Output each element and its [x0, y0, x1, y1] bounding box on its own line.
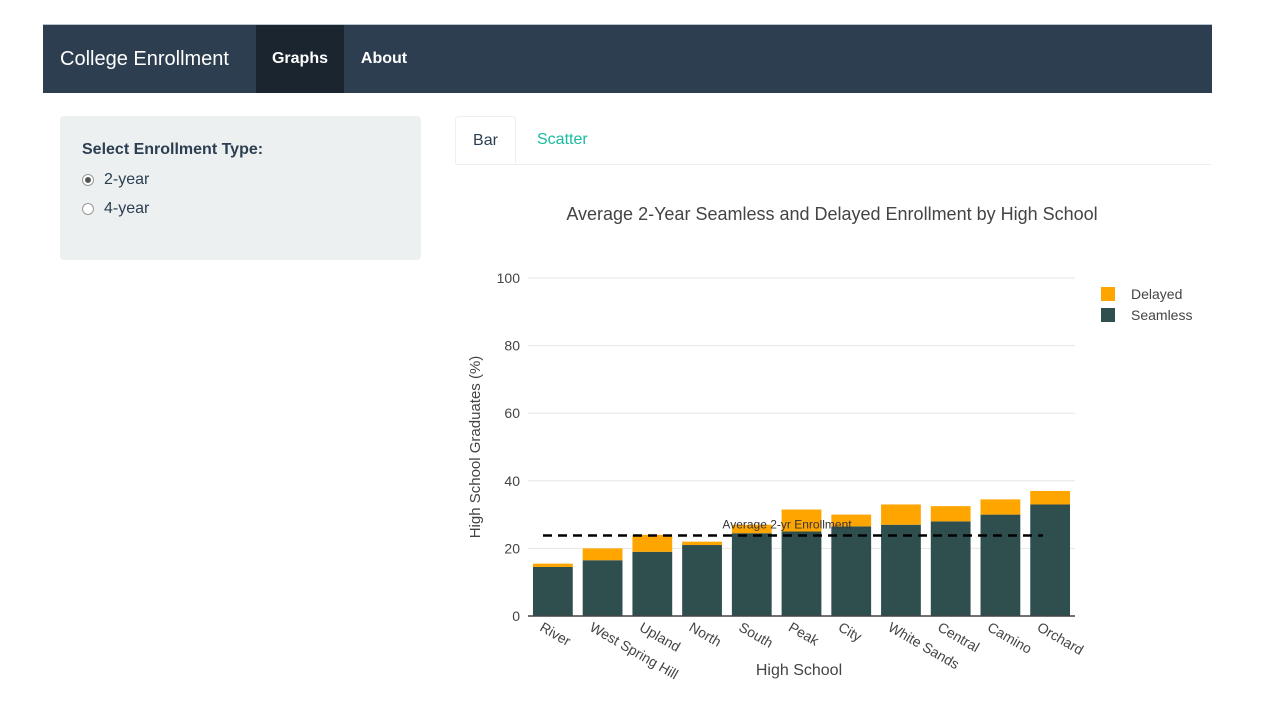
bar-delayed: [881, 504, 921, 525]
y-tick-label: 20: [504, 540, 520, 556]
chart-tabs: Bar Scatter: [455, 116, 1211, 165]
x-tick-label: West Spring Hill: [587, 619, 681, 683]
y-tick-label: 60: [504, 405, 520, 421]
y-axis-label: High School Graduates (%): [467, 356, 484, 539]
bar-seamless: [781, 531, 822, 616]
x-tick-label: Upland: [637, 619, 683, 655]
y-axis-ticks: 0 20 40 60 80 100: [497, 270, 521, 624]
bar-seamless: [881, 524, 921, 616]
enrollment-type-panel: Select Enrollment Type: 2-year 4-year: [60, 116, 421, 260]
x-tick-label: Central: [935, 619, 982, 655]
x-tick-label: Peak: [786, 619, 823, 649]
bar-delayed: [1030, 490, 1071, 505]
bar-seamless: [582, 560, 623, 616]
bar-delayed: [831, 514, 872, 527]
bar-delayed: [781, 509, 822, 532]
bar-seamless: [831, 526, 872, 616]
bar-delayed: [532, 563, 573, 567]
tab-scatter[interactable]: Scatter: [537, 131, 588, 148]
radio-button-checked[interactable]: [82, 174, 94, 186]
x-tick-label: White Sands: [885, 619, 962, 673]
legend-label-seamless: Seamless: [1131, 307, 1192, 323]
navbar: College Enrollment Graphs About: [43, 24, 1212, 93]
y-tick-label: 100: [497, 270, 521, 286]
bar-delayed: [582, 548, 623, 561]
bar-delayed: [930, 506, 971, 522]
bar-delayed: [731, 524, 772, 534]
bar-seamless: [980, 514, 1021, 616]
y-tick-label: 80: [504, 338, 520, 354]
app-brand[interactable]: College Enrollment: [60, 48, 229, 70]
bar-seamless: [682, 545, 722, 616]
y-tick-label: 40: [504, 473, 520, 489]
x-tick-label: River: [537, 619, 574, 649]
y-tick-label: 0: [512, 608, 520, 624]
bar-seamless: [632, 551, 673, 616]
nav-graphs[interactable]: Graphs: [256, 25, 344, 93]
x-axis-label: High School: [756, 662, 842, 679]
radio-button-unchecked[interactable]: [82, 203, 94, 215]
bar-delayed: [980, 499, 1021, 515]
radio-4-year[interactable]: 4-year: [82, 199, 149, 219]
bar-seamless: [532, 566, 573, 616]
chart-grid: [528, 277, 1075, 549]
nav-about[interactable]: About: [360, 50, 408, 67]
tab-bar[interactable]: Bar: [455, 116, 516, 164]
x-tick-label: South: [736, 619, 776, 651]
reference-line-label: Average 2-yr Enrollment: [722, 518, 852, 532]
x-tick-label: North: [687, 619, 725, 650]
bar-seamless: [1030, 504, 1071, 616]
x-tick-label: Camino: [985, 619, 1035, 657]
x-tick-label: City: [836, 619, 865, 645]
x-tick-label: Orchard: [1035, 619, 1087, 658]
enrollment-type-label: Select Enrollment Type:: [82, 141, 264, 158]
bar-seamless: [731, 533, 772, 616]
chart-bars: [532, 490, 1071, 616]
bar-seamless: [930, 521, 971, 616]
chart-legend: Delayed Seamless: [1101, 286, 1192, 323]
bar-delayed: [632, 534, 673, 552]
legend-label-delayed: Delayed: [1131, 286, 1182, 302]
reference-line-group: Average 2-yr Enrollment: [543, 518, 1043, 537]
radio-2-year[interactable]: 2-year: [82, 170, 149, 190]
radio-2-year-label: 2-year: [104, 171, 150, 188]
chart-title: Average 2-Year Seamless and Delayed Enro…: [566, 204, 1097, 224]
legend-swatch-delayed: [1101, 287, 1115, 301]
radio-4-year-label: 4-year: [104, 200, 150, 217]
bar-delayed: [682, 541, 722, 546]
legend-swatch-seamless: [1101, 308, 1115, 322]
